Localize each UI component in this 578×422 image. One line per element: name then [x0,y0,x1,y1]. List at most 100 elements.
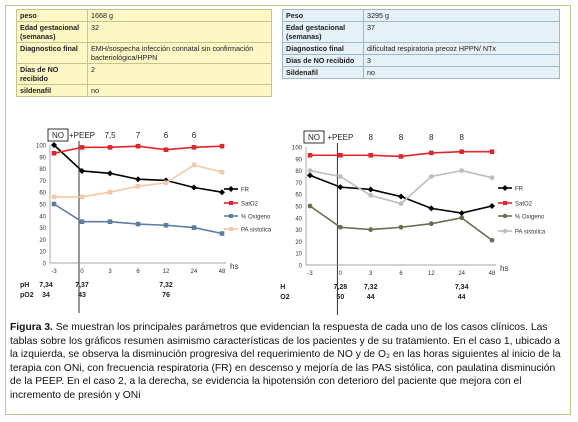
bottom-row-value: 7,28 [334,284,348,291]
table-row: Edad gestacional (semanas) 37 [282,21,560,43]
data-point [398,224,404,230]
table-key: Edad gestacional (semanas) [282,21,364,43]
data-point [428,174,434,179]
bottom-row-value: 44 [458,294,466,301]
legend-label: SatO2 [515,202,533,208]
data-point [459,215,465,221]
data-point [135,143,141,149]
y-tick-label: 60 [39,191,46,197]
y-tick-label: 30 [295,228,302,234]
data-point [489,203,495,209]
top-label: 8 [399,133,404,142]
top-label: NO [308,133,320,142]
top-label: 8 [368,133,373,142]
data-point [107,219,113,224]
table-value: dificultad respiratoria precoz HPPN/ NTx [363,42,560,55]
legend-marker [502,213,508,219]
x-tick-label: 48 [219,269,226,275]
y-tick-label: 30 [39,226,46,232]
data-point [367,186,374,193]
table-row: Diagnostico final EMH/sospecha infección … [16,42,272,64]
legend-marker [229,214,233,218]
bottom-row-label: pH [20,282,29,289]
data-point [163,222,169,228]
data-point [135,221,141,227]
bottom-row-value: 7,32 [364,284,378,291]
y-tick-label: 40 [295,216,302,222]
x-tick-label: 12 [163,269,170,275]
table-value: EMH/sospecha infección connatal sin conf… [87,42,272,64]
legend-label: % Oxigeno [241,215,271,221]
bottom-row-label: pO2 [20,292,34,299]
no-label-box [47,128,69,142]
table-key: Sildenafil [282,66,364,79]
y-tick-label: 100 [292,146,303,152]
y-tick-label: 70 [39,179,46,185]
case1-table: peso 1668 g Edad gestacional (semanas) 32 … [16,9,272,97]
top-label: +PEEP [69,131,95,140]
x-tick-label: 0 [80,269,84,275]
bottom-row-value: 7,37 [75,282,89,289]
x-tick-label: 3 [108,269,112,275]
y-tick-label: 70 [295,181,302,187]
table-key: Diagnostico final [282,42,364,55]
table-key: Días de NO recibido [282,54,364,67]
data-point [307,168,313,173]
legend-marker [228,186,234,192]
y-tick-label: 90 [39,155,46,161]
data-point [51,194,57,200]
top-label: NO [52,131,64,140]
x-unit-label: hs [500,264,508,273]
data-point [51,150,57,156]
data-point [428,205,435,212]
top-label: 7 [136,131,141,140]
bottom-row-value: 7,34 [455,284,469,291]
data-point [135,176,141,183]
x-tick-label: 48 [489,271,496,277]
caption-text: Se muestran los principales parámetros q… [10,322,561,401]
legend-marker [229,227,233,231]
y-tick-label: 10 [295,252,302,258]
y-tick-label: 20 [39,238,46,244]
bottom-row-value: 44 [367,294,375,301]
data-point [459,168,465,173]
table-value: no [87,84,272,97]
data-point [307,203,313,209]
legend-label: SatO2 [241,202,259,208]
table-key: Edad gestacional (semanas) [16,21,88,43]
legend-label: PA sistolica [515,230,546,236]
legend-marker [502,228,508,234]
x-unit-label: hs [230,262,238,271]
data-point [489,175,495,181]
bottom-row-value: 76 [162,292,170,299]
data-point [51,201,57,207]
data-point [51,142,57,148]
table-value: 3 [363,54,560,67]
table-key: peso [16,9,88,22]
table-key: Peso [282,9,364,22]
table-value: no [363,66,560,79]
legend-label: FR [241,188,250,194]
x-tick-label: 24 [458,271,465,277]
bottom-row-value: 7,32 [159,282,173,289]
data-point [219,189,225,196]
data-point [79,145,85,150]
data-point [368,152,373,158]
x-tick-label: 12 [428,271,435,277]
data-point [337,224,343,230]
y-tick-label: 60 [295,193,302,199]
x-tick-label: 3 [369,271,373,277]
y-tick-label: 90 [295,157,302,163]
table-value: 3295 g [363,9,560,22]
no-label-box [303,130,325,144]
data-point [368,227,374,232]
data-point [337,174,343,179]
data-point [429,150,434,156]
legend-marker [502,185,508,191]
bottom-row-value: 7,34 [39,282,53,289]
x-tick-label: 0 [339,271,343,277]
top-label: +PEEP [327,133,353,142]
bottom-row-value: 34 [42,292,50,299]
x-tick-label: 24 [191,269,198,275]
